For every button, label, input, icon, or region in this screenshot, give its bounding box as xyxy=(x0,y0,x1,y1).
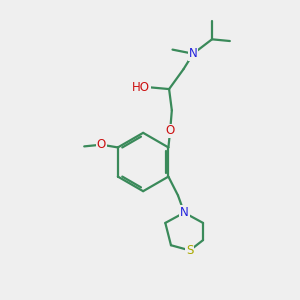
Text: N: N xyxy=(189,47,197,60)
Text: N: N xyxy=(180,206,189,219)
Text: HO: HO xyxy=(132,81,150,94)
Text: O: O xyxy=(166,124,175,137)
Text: O: O xyxy=(97,138,106,151)
Text: S: S xyxy=(186,244,194,257)
